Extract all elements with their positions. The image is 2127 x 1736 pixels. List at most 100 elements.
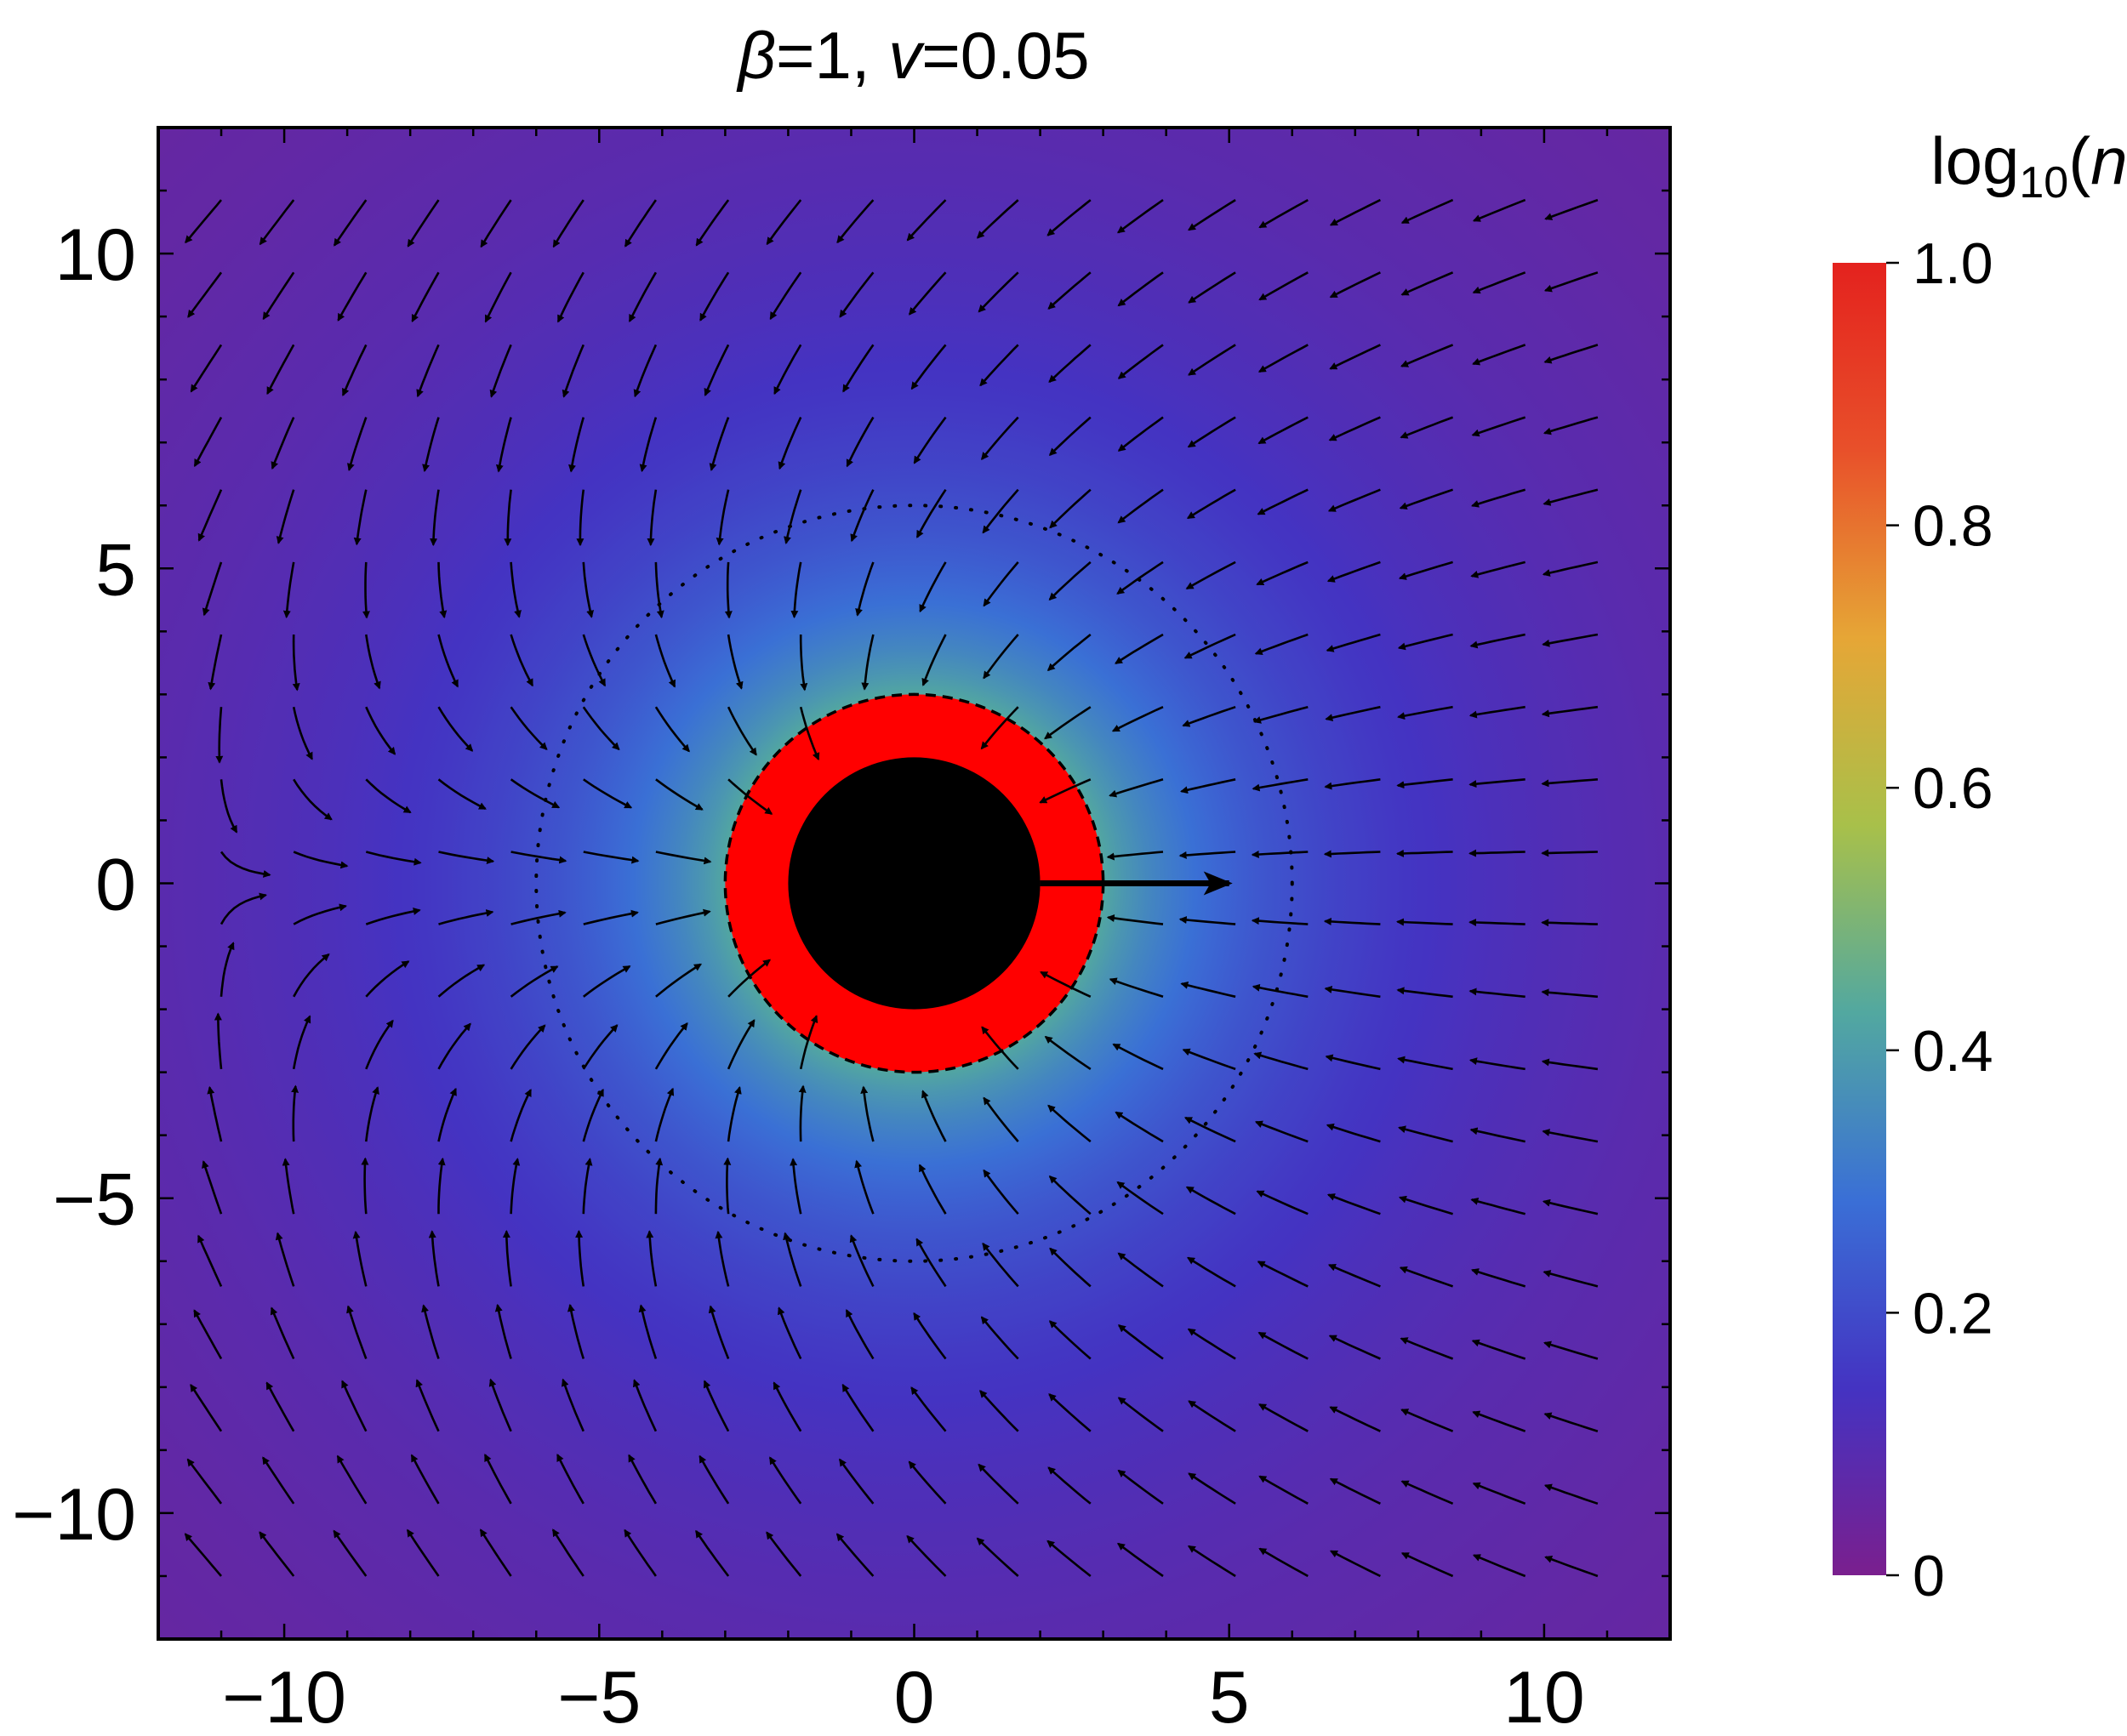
streamline-114: [582, 561, 595, 618]
streamline-18: [187, 271, 223, 318]
streamline-231: [1049, 488, 1092, 529]
streamline-159: [768, 1456, 802, 1505]
streamline-166: [799, 706, 820, 761]
streamline-303: [1325, 1054, 1381, 1071]
streamline-128: [655, 963, 702, 998]
y-tick-label-2: 0: [95, 845, 136, 926]
streamline-130: [655, 851, 712, 865]
colorbar-label: log10(n/n∞): [1930, 123, 2127, 208]
streamline-123: [638, 1304, 658, 1359]
streamline-351: [1470, 488, 1526, 508]
streamline-302: [1326, 1123, 1381, 1143]
streamline-124: [646, 1230, 658, 1287]
streamline-153: [716, 489, 730, 546]
streamline-347: [1468, 778, 1525, 788]
streamline-251: [1117, 488, 1164, 524]
streamline-70: [438, 851, 495, 865]
streamline-5: [202, 1160, 223, 1215]
streamline-330: [1398, 561, 1453, 580]
streamline-184: [846, 416, 875, 468]
streamline-154: [709, 417, 730, 472]
streamline-170: [778, 417, 802, 470]
streamline-298: [1329, 1406, 1381, 1432]
streamline-97: [489, 344, 512, 398]
streamline-12: [215, 707, 224, 764]
streamline-329: [1397, 633, 1453, 651]
streamline-72: [437, 706, 474, 752]
streamline-295: [1258, 198, 1309, 229]
streamline-361: [1542, 1198, 1599, 1215]
streamline-138: [628, 271, 658, 323]
streamline-282: [1254, 1120, 1309, 1143]
streamline-342: [1469, 1127, 1525, 1143]
streamline-44: [352, 1230, 368, 1287]
streamline-202: [976, 1537, 1019, 1577]
streamline-323: [1397, 1056, 1453, 1071]
streamline-71: [437, 778, 487, 811]
streamline-207: [983, 1169, 1019, 1215]
streamline-254: [1117, 271, 1164, 307]
streamline-14: [202, 561, 223, 617]
chart-title: β=1, v=0.05: [736, 18, 1089, 93]
streamline-241: [1116, 1181, 1164, 1215]
streamline-297: [1329, 1477, 1381, 1505]
streamline-178: [849, 1234, 875, 1287]
streamline-105: [582, 1158, 593, 1215]
streamline-144: [715, 1230, 730, 1287]
streamline-161: [777, 1306, 802, 1360]
streamline-197: [915, 488, 947, 538]
x-tick-labels: −10 −5 0 5 10: [222, 1657, 1585, 1736]
streamline-281: [1256, 1190, 1309, 1215]
streamline-266: [1178, 851, 1236, 859]
streamline-53: [365, 634, 381, 690]
streamline-52: [365, 706, 396, 755]
streamline-151: [727, 634, 744, 690]
streamline-15: [197, 489, 223, 542]
streamline-139: [624, 199, 657, 248]
streamline-171: [773, 344, 802, 396]
streamline-69: [438, 909, 494, 925]
streamline-43: [346, 1305, 368, 1359]
streamline-288: [1253, 705, 1309, 724]
streamline-8: [220, 942, 235, 997]
streamline-45: [361, 1157, 369, 1215]
streamline-126: [654, 1087, 675, 1142]
streamline-190: [910, 1386, 947, 1432]
streamline-252: [1117, 416, 1164, 452]
streamline-155: [704, 344, 730, 396]
streamline-345: [1468, 918, 1525, 926]
streamline-107: [582, 1024, 619, 1070]
streamline-47: [365, 1019, 394, 1070]
streamline-236: [1117, 1542, 1164, 1578]
streamline-81: [483, 1453, 512, 1505]
streamline-215: [979, 344, 1019, 387]
streamline-353: [1472, 344, 1526, 366]
streamline-156: [699, 271, 730, 322]
streamline-317: [1400, 1480, 1454, 1505]
streamline-82: [488, 1378, 512, 1432]
streamline-235: [1046, 199, 1092, 236]
streamline-286: [1251, 851, 1309, 859]
x-tick-label-3: 5: [1209, 1657, 1250, 1736]
streamline-162: [783, 1232, 802, 1287]
streamline-344: [1468, 988, 1525, 999]
streamline-230: [1048, 561, 1092, 600]
streamline-219: [1047, 1466, 1092, 1505]
streamline-226: [1040, 970, 1092, 998]
streamline-309: [1326, 633, 1381, 652]
streamline-40: [333, 1529, 368, 1577]
streamline-243: [1112, 1043, 1164, 1071]
streamline-366: [1541, 849, 1598, 857]
streamline-338: [1472, 1410, 1526, 1432]
streamline-131: [655, 778, 704, 811]
streamline-314: [1329, 271, 1381, 299]
streamline-372: [1543, 416, 1599, 435]
streamline-37: [266, 344, 295, 396]
streamline-253: [1117, 344, 1164, 379]
streamline-363: [1541, 1058, 1599, 1071]
colorbar-tick-label-2: 0.4: [1913, 1019, 1993, 1084]
streamline-187: [836, 199, 875, 244]
streamline-54: [362, 561, 370, 619]
streamline-6: [207, 1085, 223, 1142]
streamline-160: [773, 1381, 802, 1432]
